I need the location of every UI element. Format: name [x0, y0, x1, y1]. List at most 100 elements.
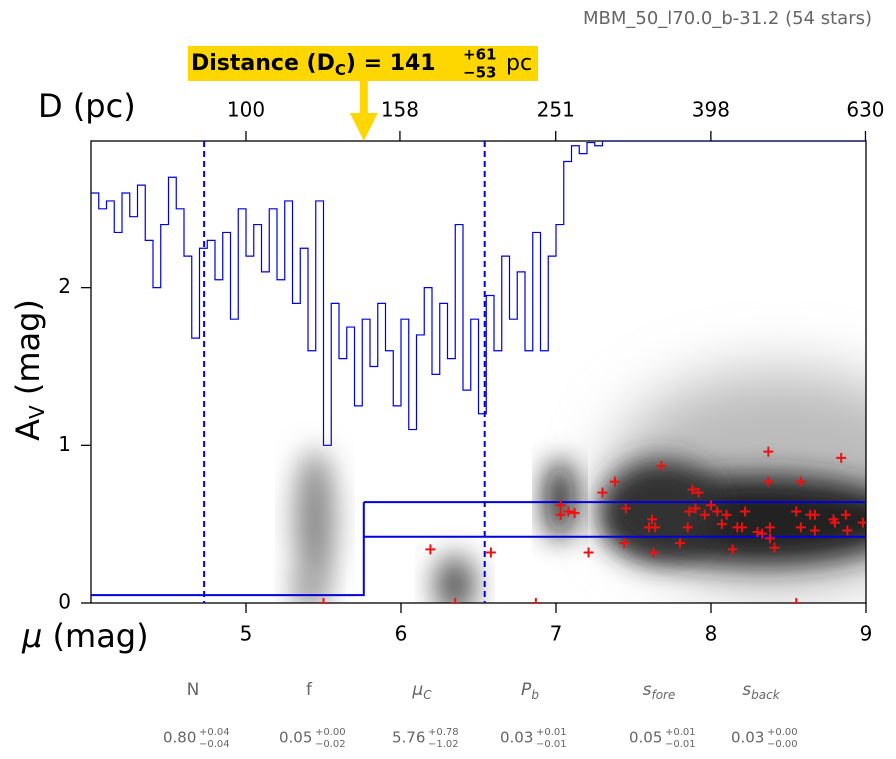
star-point — [740, 506, 751, 517]
param-plus: +0.01 — [665, 727, 696, 738]
x-axis-unit: (mag) — [42, 617, 148, 655]
star-point — [763, 476, 774, 487]
param-value: 0.03 — [731, 729, 764, 747]
param-minus: −0.04 — [199, 739, 230, 750]
param-sub: back — [751, 688, 781, 702]
star-point — [648, 547, 659, 558]
star-point — [425, 544, 436, 555]
annotation-box — [188, 46, 538, 81]
param-plus: +0.78 — [428, 727, 459, 738]
annotation-lower: −53 — [463, 64, 496, 82]
star-point — [706, 500, 716, 511]
x-tick-label: 8 — [705, 622, 718, 646]
param-plus: +0.01 — [536, 727, 567, 738]
x2-tick-label: 100 — [227, 98, 265, 122]
param-minus: −0.01 — [536, 739, 567, 750]
star-point — [656, 460, 667, 471]
param-sub: fore — [651, 688, 675, 702]
x2-axis-label: D (pc) — [38, 87, 136, 125]
annotation-value: 141 — [390, 51, 436, 76]
param-name: μC — [411, 680, 432, 702]
star-point — [795, 476, 806, 487]
y-tick-label: 0 — [58, 590, 71, 614]
param-minus: −0.00 — [767, 739, 798, 750]
star-point — [830, 517, 840, 528]
star-point — [687, 484, 698, 495]
param-sub: C — [423, 688, 432, 702]
star-point — [836, 452, 847, 463]
star-point — [609, 476, 620, 487]
star-point — [764, 533, 775, 544]
param-name: sfore — [643, 680, 676, 702]
x-axis-label: μ (mag) — [21, 617, 149, 655]
star-point — [684, 506, 695, 517]
annotation-unit: pc — [506, 51, 532, 76]
star-point — [791, 598, 802, 603]
star-point — [682, 522, 693, 533]
y-axis-symbol: A — [9, 419, 47, 441]
star-point — [583, 547, 594, 558]
param-name: sback — [742, 680, 780, 702]
x-tick-label: 7 — [550, 622, 563, 646]
x2-tick-label: 158 — [381, 98, 419, 122]
star-point — [530, 598, 541, 603]
star-point — [727, 544, 738, 555]
star-point — [791, 506, 802, 517]
star-point — [675, 538, 685, 549]
param-symbol: N — [187, 680, 200, 700]
param-symbol: s — [643, 680, 652, 700]
star-point — [752, 527, 763, 538]
y-axis-sub: V — [25, 405, 49, 419]
star-point — [795, 522, 806, 533]
star-point — [840, 509, 851, 520]
param-name: N — [187, 680, 200, 700]
param-minus: −1.02 — [428, 739, 459, 750]
star-point — [842, 525, 853, 536]
chart-title: MBM_50_l70.0_b-31.2 (54 stars) — [583, 8, 872, 29]
star-point — [699, 509, 710, 520]
star-point — [555, 500, 566, 511]
star-point — [857, 517, 866, 528]
x2-tick-label: 398 — [692, 98, 730, 122]
extinction-step — [91, 141, 866, 446]
star-point — [569, 508, 580, 519]
star-point — [619, 538, 630, 549]
x-axis-symbol: μ — [21, 617, 42, 655]
x-tick-label: 6 — [395, 622, 408, 646]
annotation-sub: C — [335, 61, 346, 79]
param-value: 0.03 — [500, 729, 533, 747]
y-tick-label: 2 — [58, 274, 71, 298]
annotation-label: Distance (D — [191, 51, 335, 76]
star-point — [737, 522, 747, 533]
param-plus: +0.00 — [767, 727, 798, 738]
star-point — [716, 519, 727, 530]
param-plus: +0.04 — [199, 727, 230, 738]
star-point — [721, 509, 732, 520]
param-symbol: P — [521, 680, 532, 700]
param-value: 0.80 — [163, 729, 196, 747]
param-value: 5.76 — [392, 729, 425, 747]
density-map — [292, 370, 866, 603]
star-point — [597, 487, 608, 498]
star-point — [690, 503, 701, 514]
param-plus: +0.00 — [315, 727, 346, 738]
param-name: f — [306, 680, 313, 700]
param-minus: −0.02 — [315, 739, 346, 750]
star-point — [757, 528, 768, 539]
star-point — [620, 503, 631, 514]
star-point — [693, 487, 704, 498]
param-value: 0.05 — [279, 729, 312, 747]
distance-arrow — [349, 81, 378, 141]
star-point — [769, 542, 780, 553]
x2-tick-label: 251 — [537, 98, 575, 122]
model-low — [91, 502, 365, 597]
star-point — [809, 509, 820, 520]
star-point — [563, 506, 574, 517]
x-tick-label: 5 — [240, 622, 253, 646]
annotation-text: Distance (DC) = 141 — [191, 51, 436, 79]
star-point — [485, 547, 496, 558]
param-symbol: s — [742, 680, 751, 700]
annotation-eq: ) = — [346, 51, 390, 76]
y-tick-label: 1 — [58, 432, 71, 456]
